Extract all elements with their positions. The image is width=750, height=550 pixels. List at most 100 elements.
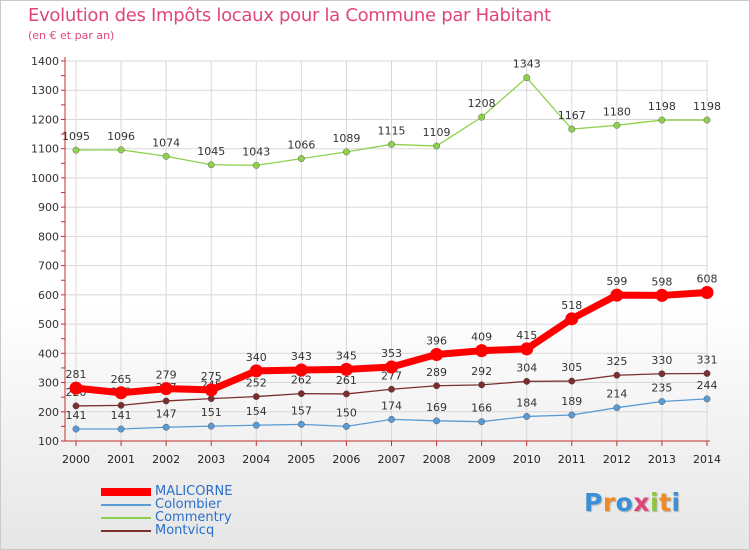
data-point-commentry-2008 [433, 142, 440, 150]
data-label-malicorne-2014: 608 [697, 273, 718, 286]
data-point-commentry-2003 [207, 161, 215, 169]
data-point-colombier-2002 [162, 423, 170, 431]
logo-letter: t [659, 488, 672, 517]
data-point-montvicq-2009 [478, 381, 486, 389]
data-point-colombier-2010 [523, 413, 531, 420]
data-label-commentry-2006: 1089 [332, 132, 360, 145]
data-label-commentry-2008: 1109 [423, 126, 451, 139]
y-tick-label-800: 800 [38, 230, 59, 243]
data-label-colombier-2009: 166 [471, 402, 492, 415]
data-label-malicorne-2006: 345 [336, 349, 357, 362]
data-label-colombier-2010: 184 [516, 396, 537, 409]
data-label-commentry-2014: 1198 [693, 100, 721, 113]
data-label-colombier-2006: 150 [336, 406, 357, 419]
data-point-commentry-2011 [568, 125, 576, 133]
data-point-montvicq-2011 [568, 377, 576, 385]
x-tick-label-2010: 2010 [513, 453, 541, 466]
data-point-malicorne-2012 [610, 288, 624, 302]
data-point-malicorne-2002 [159, 382, 173, 396]
x-tick-label-2001: 2001 [107, 453, 135, 466]
data-point-montvicq-2012 [613, 371, 621, 379]
data-point-commentry-2010 [523, 74, 531, 82]
data-label-montvicq-2004: 252 [246, 377, 267, 390]
data-point-colombier-2004 [252, 421, 260, 429]
data-label-malicorne-2011: 518 [561, 299, 582, 312]
data-point-colombier-2001 [117, 425, 125, 433]
data-label-montvicq-2009: 292 [471, 365, 492, 378]
data-point-malicorne-2010 [520, 342, 534, 356]
data-label-commentry-2009: 1208 [468, 97, 496, 110]
data-label-commentry-2013: 1198 [648, 100, 676, 113]
data-point-montvicq-2000 [72, 402, 80, 410]
y-tick-label-1300: 1300 [31, 84, 59, 97]
chart-title: Evolution des Impôts locaux pour la Comm… [28, 5, 551, 26]
logo-letter: x [633, 488, 650, 517]
legend-label-malicorne: MALICORNE [155, 484, 233, 499]
legend-swatch-montvicq [101, 530, 151, 532]
data-label-colombier-2001: 141 [111, 409, 132, 422]
data-label-commentry-2005: 1066 [287, 139, 315, 152]
logo-letter: r [602, 488, 616, 517]
data-point-commentry-2006 [343, 148, 350, 156]
data-point-montvicq-2013 [658, 370, 666, 378]
data-point-montvicq-2001 [117, 401, 125, 409]
data-label-montvicq-2005: 262 [291, 374, 312, 387]
data-point-commentry-2012 [613, 121, 621, 129]
data-label-colombier-2012: 214 [606, 388, 627, 401]
logo-letter: P [584, 488, 603, 517]
y-tick-label-1000: 1000 [31, 172, 59, 185]
data-point-malicorne-2006 [339, 362, 353, 376]
x-tick-label-2012: 2012 [603, 453, 631, 466]
data-point-commentry-2000 [72, 146, 80, 154]
y-tick-label-900: 900 [38, 201, 59, 214]
data-point-commentry-2013 [658, 116, 666, 124]
data-label-malicorne-2004: 340 [246, 351, 267, 364]
data-point-malicorne-2007 [385, 360, 398, 374]
data-point-montvicq-2014 [703, 370, 711, 377]
data-point-malicorne-2003 [204, 383, 218, 397]
data-label-montvicq-2011: 305 [561, 361, 582, 374]
x-tick-label-2014: 2014 [693, 453, 721, 466]
x-tick-label-2005: 2005 [287, 453, 315, 466]
y-tick-label-600: 600 [38, 289, 59, 302]
data-point-montvicq-2007 [388, 385, 395, 393]
data-point-montvicq-2002 [162, 397, 170, 405]
data-label-commentry-2010: 1343 [513, 58, 541, 71]
x-tick-label-2009: 2009 [468, 453, 496, 466]
data-point-malicorne-2004 [249, 364, 263, 378]
data-label-montvicq-2008: 289 [426, 366, 447, 379]
data-label-colombier-2004: 154 [246, 405, 267, 418]
proxiti-logo: Proxiti [584, 488, 681, 517]
logo-letter: i [671, 488, 681, 517]
data-label-commentry-2003: 1045 [197, 145, 225, 158]
y-tick-label-100: 100 [38, 435, 59, 448]
data-point-commentry-2004 [252, 161, 260, 169]
data-point-commentry-2002 [162, 152, 170, 160]
data-point-commentry-2007 [388, 140, 395, 148]
data-point-colombier-2013 [658, 398, 666, 405]
data-point-colombier-2014 [703, 395, 711, 403]
y-tick-label-200: 200 [38, 406, 59, 419]
legend-swatch-malicorne [101, 488, 151, 496]
data-label-malicorne-2001: 265 [111, 373, 132, 386]
data-label-malicorne-2013: 598 [651, 275, 672, 288]
data-point-colombier-2009 [478, 418, 486, 426]
data-point-malicorne-2009 [475, 344, 489, 358]
data-label-montvicq-2010: 304 [516, 361, 537, 374]
data-label-colombier-2002: 147 [156, 407, 177, 420]
data-point-colombier-2006 [343, 422, 350, 430]
data-label-commentry-2002: 1074 [152, 136, 180, 149]
y-tick-label-400: 400 [38, 347, 59, 360]
logo-letter: i [650, 488, 660, 517]
logo-letter: o [615, 488, 634, 517]
x-tick-label-2011: 2011 [558, 453, 586, 466]
data-point-commentry-2005 [297, 155, 305, 163]
x-tick-label-2006: 2006 [332, 453, 360, 466]
x-tick-label-2002: 2002 [152, 453, 180, 466]
data-point-montvicq-2004 [252, 393, 260, 400]
data-label-montvicq-2014: 331 [697, 353, 718, 366]
data-label-malicorne-2002: 279 [156, 369, 177, 382]
legend-swatch-commentry [101, 517, 151, 519]
data-label-malicorne-2009: 409 [471, 331, 492, 344]
